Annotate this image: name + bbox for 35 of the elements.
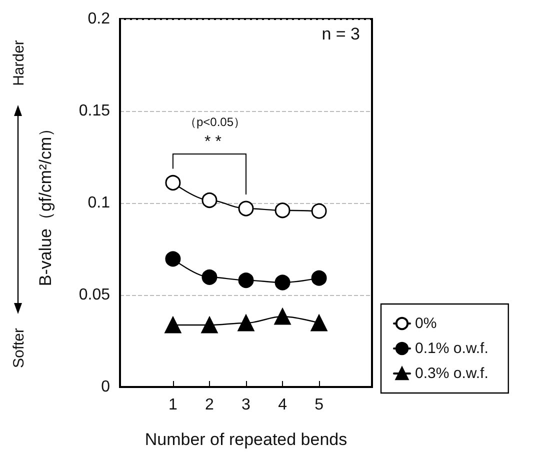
x-tick-label: 3 [242, 396, 251, 414]
point [202, 192, 218, 208]
y-axis-title: B-value（gf/cm²/cm） [36, 120, 55, 286]
x-tick-label: 2 [205, 396, 214, 414]
point [311, 270, 327, 286]
legend-label: 0.3% o.w.f. [415, 365, 488, 382]
text: Harder [10, 40, 28, 86]
annotation: * * [204, 134, 222, 150]
point [165, 251, 181, 267]
point [238, 200, 254, 216]
y-tick-label: 0.15 [78, 102, 110, 120]
x-tick-label: 1 [168, 396, 178, 414]
point [164, 316, 182, 334]
text: Softer [10, 328, 28, 368]
x-tick-label: 5 [314, 396, 324, 414]
point [165, 175, 181, 191]
x-axis-title: Number of repeated bends [144, 430, 348, 449]
point [310, 314, 328, 332]
point [274, 202, 290, 218]
y-tick-label: 0.2 [88, 10, 110, 28]
point [238, 314, 254, 332]
legend-label: 0% [415, 315, 437, 332]
x-tick-label: 4 [278, 396, 288, 414]
point [201, 316, 218, 334]
y-tick-label: 0 [101, 378, 110, 396]
point [311, 203, 327, 219]
y-tick-label: 0.1 [88, 194, 110, 212]
y-tick-label: 0.05 [78, 286, 110, 304]
point [238, 272, 254, 288]
point [274, 274, 290, 290]
point [274, 308, 291, 325]
point [202, 269, 218, 285]
annotation: n = 3 [322, 24, 360, 44]
legend-label: 0.1% o.w.f. [415, 340, 488, 357]
annotation: （p<0.05） [184, 115, 246, 129]
